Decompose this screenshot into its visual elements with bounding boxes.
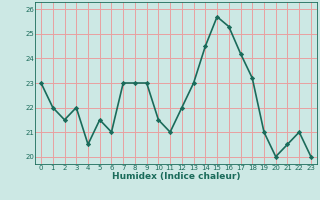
X-axis label: Humidex (Indice chaleur): Humidex (Indice chaleur): [112, 172, 240, 181]
